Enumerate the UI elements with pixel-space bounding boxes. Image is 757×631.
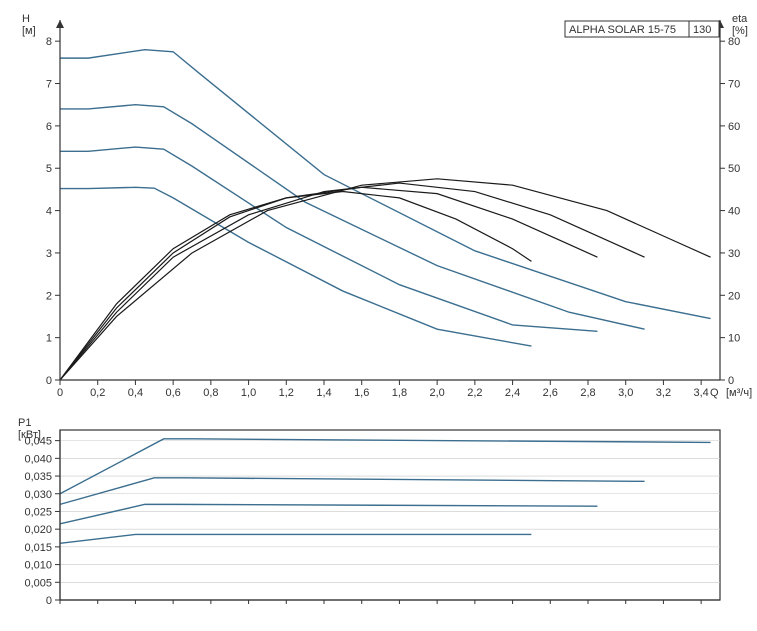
y-left-tick-label: 2 (46, 290, 52, 302)
x-label: Q (710, 387, 719, 399)
y-left-tick-label: 8 (46, 36, 52, 48)
p1-y-tick-label: 0,015 (24, 542, 52, 554)
bottom-plot-border (60, 430, 720, 600)
p1-curve-0 (60, 534, 531, 543)
y-left-tick-label: 1 (46, 333, 52, 345)
x-tick-label: 0,4 (128, 387, 143, 399)
x-tick-label: 1,4 (316, 387, 331, 399)
title-text-2: 130 (693, 24, 711, 36)
y-left-tick-label: 0 (46, 375, 52, 387)
x-unit: [м³/ч] (726, 387, 752, 399)
top-chart: 0 0,2 0,4 0,6 0,8 1,0 1,2 1,4 1,6 1,8 2,0 2,2 2,4 2,6… (22, 13, 752, 399)
x-tick-label: 2,8 (580, 387, 595, 399)
eta-curve-3 (60, 179, 711, 380)
p1-y-tick-label: 0 (46, 595, 52, 607)
x-tick-label: 2,4 (505, 387, 520, 399)
y-left-unit: [м] (22, 25, 36, 37)
p1-y-tick-label: 0,035 (24, 471, 52, 483)
y-left-tick-label: 6 (46, 121, 52, 133)
y-left-tick-label: 7 (46, 79, 52, 91)
y-left-tick-label: 4 (46, 206, 52, 218)
y-left-label: H (22, 13, 30, 25)
h-curve-1 (60, 147, 597, 331)
p1-y-label: P1 (18, 417, 31, 429)
y-left-tick-label: 3 (46, 248, 52, 260)
y-right-tick-label: 40 (728, 206, 740, 218)
y-right-tick-label: 20 (728, 290, 740, 302)
x-tick-label: 2,2 (467, 387, 482, 399)
p1-y-tick-label: 0,020 (24, 524, 52, 536)
y-right-tick-label: 80 (728, 36, 740, 48)
bottom-chart: 0 0,005 0,010 0,015 0,020 0,025 0,030 0,035 0,04… (18, 417, 720, 607)
x-tick-label: 0,6 (165, 387, 180, 399)
x-tick-label: 3,4 (693, 387, 708, 399)
x-tick-label: 0,2 (90, 387, 105, 399)
x-tick-label: 0,8 (203, 387, 218, 399)
x-tick-label: 3,0 (618, 387, 633, 399)
title-text-1: ALPHA SOLAR 15-75 (569, 24, 676, 36)
p1-y-tick-label: 0,005 (24, 577, 52, 589)
x-tick-label: 1,8 (392, 387, 407, 399)
y-right-tick-label: 50 (728, 163, 740, 175)
p1-y-tick-label: 0,025 (24, 506, 52, 518)
x-tick-label: 3,2 (656, 387, 671, 399)
y-right-tick-label: 60 (728, 121, 740, 133)
y-right-tick-label: 0 (728, 375, 734, 387)
p1-curve-1 (60, 504, 597, 523)
p1-y-tick-label: 0,040 (24, 453, 52, 465)
x-tick-label: 1,2 (279, 387, 294, 399)
p1-curve-2 (60, 478, 645, 505)
y-right-tick-label: 70 (728, 79, 740, 91)
y-right-unit: [%] (732, 25, 748, 37)
y-left-tick-label: 5 (46, 163, 52, 175)
eta-curve-2 (60, 183, 645, 380)
h-curve-0 (60, 187, 531, 346)
p1-y-tick-label: 0,010 (24, 560, 52, 572)
eta-curve-0 (60, 192, 531, 380)
y-right-tick-label: 10 (728, 333, 740, 345)
x-tick-label: 2,0 (429, 387, 444, 399)
y-right-tick-label: 30 (728, 248, 740, 260)
p1-y-unit: [кВт] (18, 429, 41, 441)
x-tick-label: 1,6 (354, 387, 369, 399)
x-tick-label: 1,0 (241, 387, 256, 399)
p1-curve-3 (60, 439, 711, 494)
y-right-label: eta (732, 13, 748, 25)
x-tick-label: 0 (57, 387, 63, 399)
x-tick-label: 2,6 (543, 387, 558, 399)
p1-y-tick-label: 0,030 (24, 489, 52, 501)
